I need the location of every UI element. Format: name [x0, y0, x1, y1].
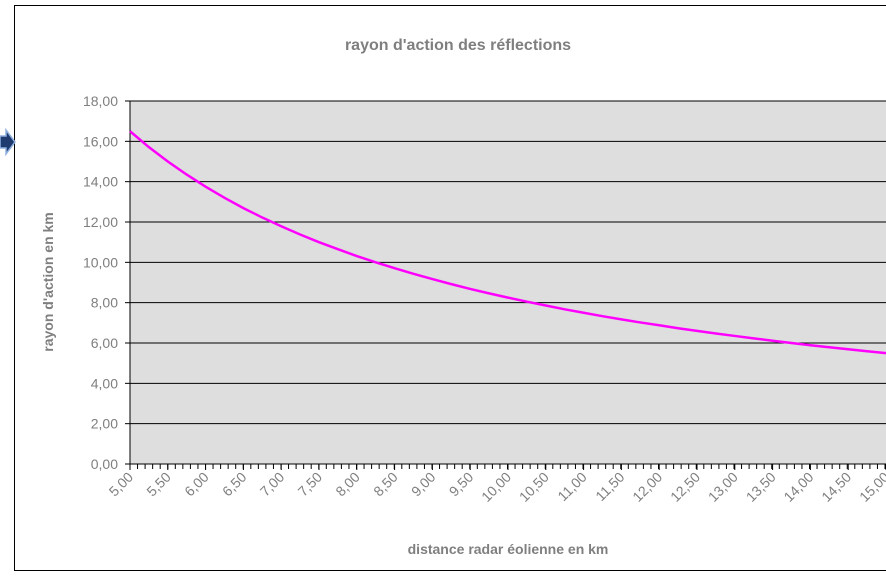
y-tick-label: 6,00: [91, 335, 118, 351]
plot-area: [130, 101, 886, 464]
y-tick-label: 14,00: [83, 174, 118, 190]
y-axis-label: rayon d'action en km: [40, 212, 56, 351]
y-tick-label: 4,00: [91, 375, 118, 391]
y-tick-label: 10,00: [83, 254, 118, 270]
y-tick-label: 0,00: [91, 456, 118, 472]
y-tick-label: 16,00: [83, 133, 118, 149]
x-axis-label: distance radar éolienne en km: [408, 541, 609, 557]
y-tick-label: 8,00: [91, 295, 118, 311]
y-tick-label: 18,00: [83, 93, 118, 109]
data-line: [129, 130, 886, 355]
y-tick-label: 2,00: [91, 416, 118, 432]
chart-title: rayon d'action des réflections: [345, 37, 571, 54]
arrow-icon: [0, 127, 16, 157]
y-tick-label: 12,00: [83, 214, 118, 230]
